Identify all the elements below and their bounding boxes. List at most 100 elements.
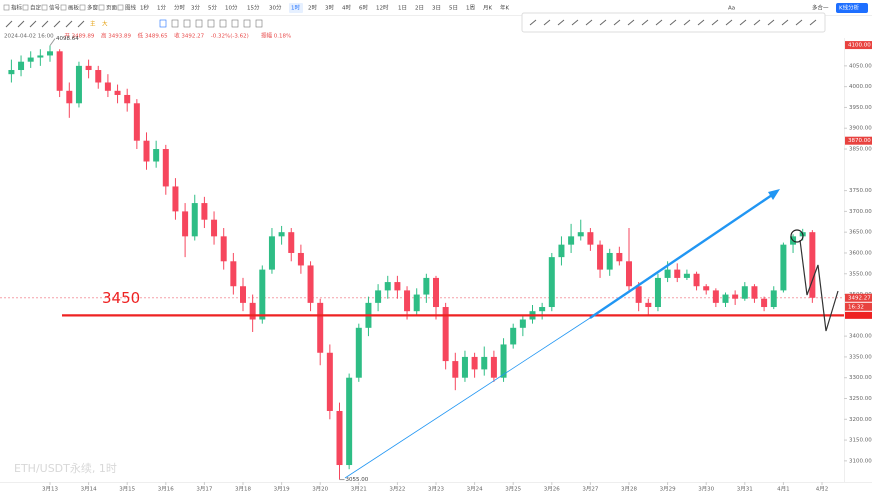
- timeframe[interactable]: 30分: [269, 4, 282, 12]
- timeframe[interactable]: 12时: [376, 4, 389, 12]
- candle-body: [645, 302, 652, 308]
- timeframe[interactable]: 1分: [157, 4, 166, 12]
- timeframe[interactable]: 1日: [398, 5, 407, 12]
- timeframe[interactable]: 5日: [449, 5, 458, 12]
- draw-tool[interactable]: [65, 20, 73, 28]
- tool-icon[interactable]: [231, 19, 239, 28]
- timeframe[interactable]: 3分: [191, 4, 200, 12]
- float-tool[interactable]: [809, 19, 817, 26]
- tool-icon[interactable]: [219, 19, 227, 28]
- trend-line: [344, 317, 591, 479]
- toolbar-item[interactable]: 多窗: [87, 4, 99, 12]
- timeframe[interactable]: 10分: [225, 4, 238, 12]
- candle-body: [143, 140, 150, 162]
- toolbar-item[interactable]: 图线: [125, 4, 137, 12]
- float-tool[interactable]: [655, 19, 663, 26]
- float-tool[interactable]: [725, 19, 733, 26]
- price-marker-box: [845, 41, 872, 50]
- float-tool[interactable]: [557, 19, 565, 26]
- timeframe[interactable]: 4时: [342, 4, 351, 12]
- candle-body: [703, 286, 710, 291]
- timeframe[interactable]: 15分: [247, 4, 260, 12]
- candle-body: [211, 219, 218, 237]
- candle-body: [317, 302, 324, 353]
- float-tool[interactable]: [711, 19, 719, 26]
- float-tool[interactable]: [585, 19, 593, 26]
- tool-main[interactable]: 主: [90, 20, 96, 28]
- candle-body: [288, 232, 295, 253]
- draw-tool[interactable]: [17, 20, 25, 28]
- tool-icon[interactable]: [183, 19, 191, 28]
- candle-body: [490, 356, 497, 378]
- candle-body: [384, 282, 391, 291]
- y-tick-label: 3600.00: [849, 250, 872, 256]
- y-tick-label: 3850.00: [849, 147, 872, 153]
- timeframe[interactable]: 2时: [308, 4, 317, 12]
- toolbar-item[interactable]: 页面: [106, 5, 118, 12]
- layout-select[interactable]: 多合一: [812, 4, 829, 12]
- float-tool[interactable]: [669, 19, 677, 26]
- float-tool[interactable]: [795, 19, 803, 26]
- float-tool[interactable]: [543, 19, 551, 26]
- candle-body: [413, 294, 420, 312]
- draw-tool[interactable]: [5, 20, 13, 28]
- timeframe[interactable]: 年K: [500, 4, 510, 12]
- tool-icon[interactable]: [243, 19, 251, 28]
- draw-tool[interactable]: [53, 20, 61, 28]
- candle-body: [162, 149, 169, 187]
- candle-body: [722, 294, 729, 303]
- tool-icon[interactable]: [255, 19, 263, 28]
- tool-icon[interactable]: [171, 19, 179, 28]
- x-tick-label: 3月30: [698, 486, 714, 493]
- toolbar-item[interactable]: 信号: [49, 4, 61, 12]
- toolbar-item[interactable]: 自定: [30, 4, 42, 12]
- x-tick-label: 4月1: [777, 486, 790, 493]
- float-tool[interactable]: [641, 19, 649, 26]
- float-tool[interactable]: [613, 19, 621, 26]
- candle-body: [259, 269, 266, 320]
- candle-body: [654, 277, 661, 308]
- support-label: 3450: [102, 289, 140, 307]
- tool-icon[interactable]: [207, 19, 215, 28]
- float-tool[interactable]: [739, 19, 747, 26]
- timeframe[interactable]: 月K: [483, 5, 493, 12]
- draw-tool[interactable]: [29, 20, 37, 28]
- tool-icon[interactable]: [195, 19, 203, 28]
- candle-body: [85, 65, 92, 71]
- toolbar-item[interactable]: 指标: [11, 4, 23, 12]
- float-tool[interactable]: [571, 19, 579, 26]
- font-button[interactable]: Aa: [728, 6, 735, 12]
- timeframe[interactable]: 5分: [208, 4, 217, 12]
- float-tool[interactable]: [529, 19, 537, 26]
- candle-body: [751, 286, 758, 299]
- candle-body: [95, 70, 102, 83]
- x-tick-label: 3月23: [428, 486, 444, 493]
- timeframe[interactable]: 3时: [325, 4, 334, 12]
- timeframe[interactable]: 分时: [174, 4, 186, 12]
- tool-big[interactable]: 大: [102, 20, 108, 28]
- float-tool[interactable]: [781, 19, 789, 26]
- timeframe[interactable]: 1周: [466, 5, 475, 12]
- tool-icon[interactable]: [159, 19, 167, 28]
- timeframe[interactable]: 1秒: [140, 4, 149, 12]
- float-tool[interactable]: [767, 19, 775, 26]
- timeframe[interactable]: 3日: [432, 5, 441, 12]
- float-tool[interactable]: [599, 19, 607, 26]
- ohlc-info: 开 3489.89: [64, 33, 94, 40]
- float-tool[interactable]: [627, 19, 635, 26]
- draw-tool[interactable]: [77, 20, 85, 28]
- candle-body: [433, 277, 439, 308]
- float-tool[interactable]: [753, 19, 761, 26]
- timeframe[interactable]: 1时: [291, 4, 300, 12]
- candle-body: [606, 252, 613, 270]
- candle-body: [539, 307, 546, 312]
- timeframe[interactable]: 6时: [359, 4, 368, 12]
- float-tool[interactable]: [697, 19, 705, 26]
- toolbar-item[interactable]: 画板: [68, 4, 80, 12]
- analysis-button[interactable]: K线分析: [839, 4, 860, 12]
- timeframe[interactable]: 2日: [415, 5, 424, 12]
- draw-tool[interactable]: [41, 20, 49, 28]
- float-tool[interactable]: [683, 19, 691, 26]
- candle-body: [278, 232, 285, 237]
- ohlc-info: 2024-04-02 16:00: [4, 34, 54, 40]
